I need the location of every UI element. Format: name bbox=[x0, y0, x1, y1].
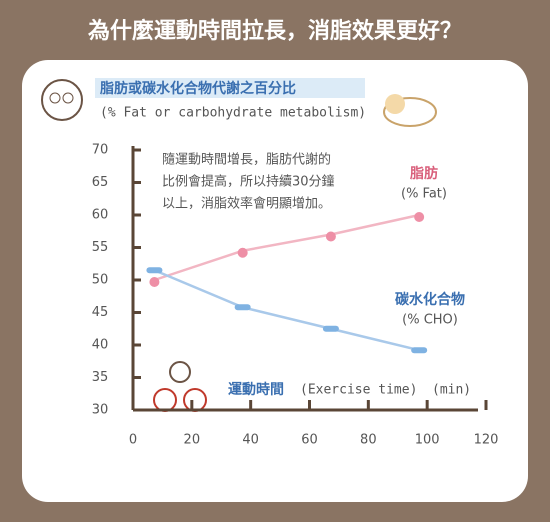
note: 隨運動時間增長，脂肪代謝的 bbox=[162, 152, 331, 168]
paw-marker bbox=[237, 247, 248, 258]
paw-marker bbox=[149, 277, 160, 287]
x-tick-label: 60 bbox=[301, 433, 318, 448]
series-line bbox=[153, 269, 420, 352]
x-tick-label: 0 bbox=[129, 433, 137, 448]
bone-marker bbox=[411, 347, 428, 354]
y-tick-label: 35 bbox=[92, 370, 109, 385]
subtitle-en: (% Fat or carbohydrate metabolism) bbox=[100, 106, 366, 121]
series-unit: (% CHO) bbox=[402, 313, 458, 328]
y-tick-label: 70 bbox=[92, 143, 109, 158]
y-tick-label: 50 bbox=[92, 273, 109, 288]
y-tick-label: 60 bbox=[92, 208, 109, 223]
paw-marker bbox=[325, 231, 336, 242]
x-tick-label: 100 bbox=[415, 433, 440, 448]
x-label: 運動時間 bbox=[228, 381, 284, 398]
y-tick-label: 65 bbox=[92, 175, 109, 190]
dog-icon bbox=[41, 79, 83, 121]
subtitle: 脂肪或碳水化合物代謝之百分比 bbox=[99, 80, 296, 97]
x-tick-label: 40 bbox=[242, 433, 259, 448]
note: 比例會提高，所以持續30分鐘 bbox=[162, 174, 335, 190]
y-tick-label: 55 bbox=[92, 240, 109, 255]
bone-marker bbox=[322, 325, 339, 332]
series-unit: (% Fat) bbox=[401, 187, 447, 202]
panel bbox=[22, 60, 528, 502]
chart-title: 為什麼運動時間拉長，消脂效果更好？ bbox=[88, 18, 462, 44]
series-label: 碳水化合物 bbox=[395, 291, 465, 308]
y-tick-label: 40 bbox=[92, 338, 109, 353]
bone-marker bbox=[234, 304, 251, 311]
series-label: 脂肪 bbox=[409, 165, 438, 182]
y-tick-label: 45 bbox=[92, 305, 109, 320]
bone-marker bbox=[146, 267, 163, 274]
cat-icon bbox=[383, 94, 437, 127]
x-tick-label: 80 bbox=[360, 433, 377, 448]
x-tick-label: 20 bbox=[184, 433, 201, 448]
x-label-en: (Exercise time) bbox=[300, 383, 417, 398]
x-tick-label: 120 bbox=[474, 433, 499, 448]
paw-marker bbox=[414, 212, 425, 222]
series-line bbox=[154, 213, 420, 282]
subtitle-bg bbox=[95, 78, 365, 98]
note: 以上，消脂效率會明顯增加。 bbox=[162, 196, 331, 212]
y-tick-label: 30 bbox=[92, 403, 109, 418]
x-unit: (min) bbox=[432, 383, 471, 398]
